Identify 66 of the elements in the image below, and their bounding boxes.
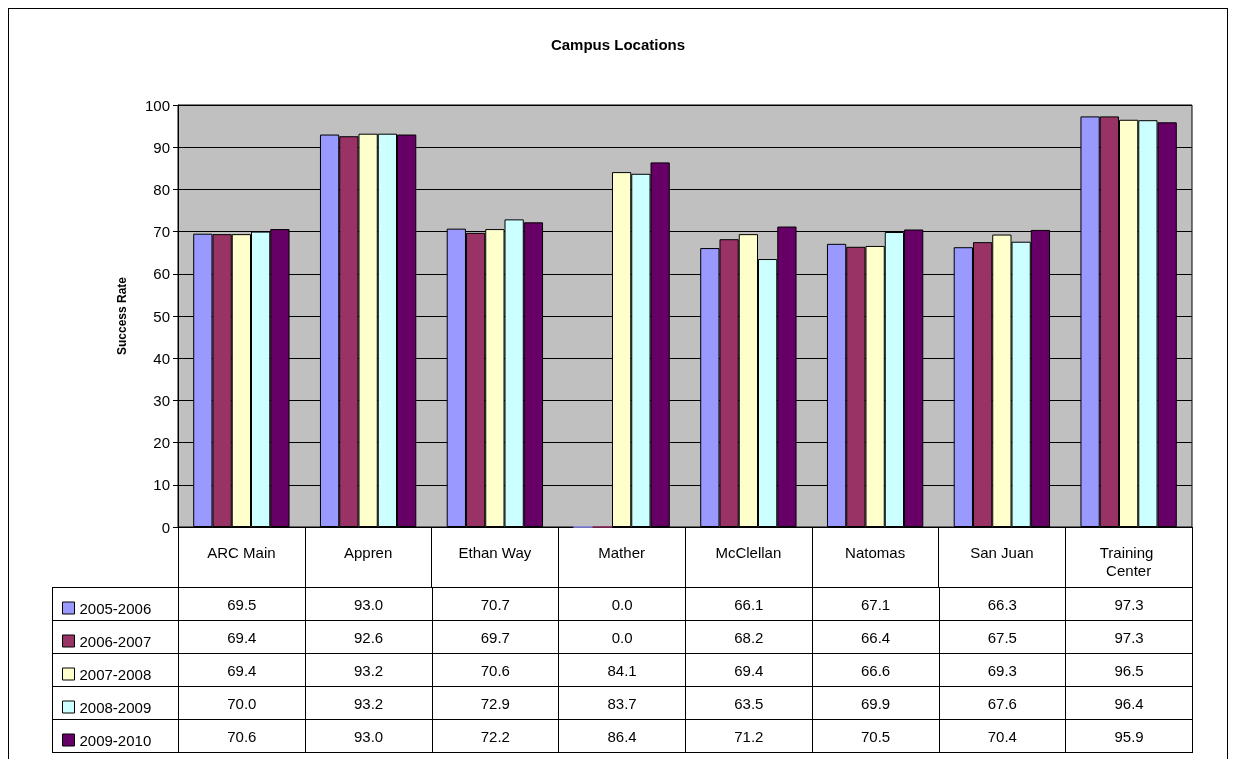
data-label: 69.5 [178, 587, 306, 621]
legend-label: 2009-2010 [79, 731, 152, 749]
data-label: 66.4 [812, 620, 939, 654]
legend-label: 2006-2007 [79, 632, 152, 650]
data-label: 68.2 [685, 620, 813, 654]
x-tick-label: Ethan Way [458, 543, 532, 561]
chart-title: Campus Locations [550, 36, 686, 53]
data-label: 93.2 [305, 653, 432, 687]
y-tick-label: 90 [153, 138, 170, 156]
data-label: 70.0 [178, 686, 306, 720]
data-label: 97.3 [1065, 587, 1193, 621]
data-label: 67.5 [939, 620, 1066, 654]
y-tick-label: 30 [153, 391, 170, 409]
x-tick-label: Training Center [1099, 543, 1158, 579]
data-label: 63.5 [685, 686, 813, 720]
data-label: 92.6 [305, 620, 432, 654]
data-label: 0.0 [558, 620, 686, 654]
data-label: 93.0 [305, 719, 432, 753]
data-label: 67.6 [939, 686, 1066, 720]
x-tick-label: Mather [598, 543, 645, 561]
x-tick-label: ARC Main [207, 543, 276, 561]
data-label: 93.2 [305, 686, 432, 720]
data-label: 66.6 [812, 653, 939, 687]
legend-label: 2007-2008 [79, 665, 152, 683]
data-label: 83.7 [558, 686, 686, 720]
data-label: 69.4 [178, 620, 306, 654]
data-label: 95.9 [1065, 719, 1193, 753]
data-label: 72.2 [432, 719, 559, 753]
data-label: 84.1 [558, 653, 686, 687]
data-label: 66.3 [939, 587, 1066, 621]
y-tick-label: 40 [153, 349, 170, 367]
y-tick-label: 20 [153, 434, 170, 452]
data-label: 86.4 [558, 719, 686, 753]
data-label: 69.9 [812, 686, 939, 720]
data-label: 96.5 [1065, 653, 1193, 687]
data-label: 0.0 [558, 587, 686, 621]
data-label: 72.9 [432, 686, 559, 720]
legend-label: 2005-2006 [79, 599, 152, 617]
data-label: 96.4 [1065, 686, 1193, 720]
y-tick-label: 70 [153, 223, 170, 241]
data-label: 70.6 [178, 719, 306, 753]
data-label: 69.4 [178, 653, 306, 687]
data-label: 70.4 [939, 719, 1066, 753]
y-tick-label: 60 [153, 265, 170, 283]
data-label: 70.6 [432, 653, 559, 687]
x-tick-label: Natomas [845, 543, 906, 561]
y-tick-label: 0 [161, 518, 170, 536]
data-label: 93.0 [305, 587, 432, 621]
x-tick-label: McClellan [715, 543, 782, 561]
data-label: 70.7 [432, 587, 559, 621]
y-tick-label: 100 [144, 96, 170, 114]
data-label: 69.7 [432, 620, 559, 654]
x-tick-label: Appren [343, 543, 393, 561]
y-axis-title: Success Rate [115, 276, 129, 356]
x-tick-label: San Juan [970, 543, 1034, 561]
y-tick-label: 50 [153, 307, 170, 325]
data-label: 71.2 [685, 719, 813, 753]
legend-label: 2008-2009 [79, 698, 152, 716]
data-label: 66.1 [685, 587, 813, 621]
data-label: 69.4 [685, 653, 813, 687]
data-label: 69.3 [939, 653, 1066, 687]
data-label: 67.1 [812, 587, 939, 621]
data-label: 70.5 [812, 719, 939, 753]
y-tick-label: 10 [153, 476, 170, 494]
data-label: 97.3 [1065, 620, 1193, 654]
y-tick-label: 80 [153, 180, 170, 198]
